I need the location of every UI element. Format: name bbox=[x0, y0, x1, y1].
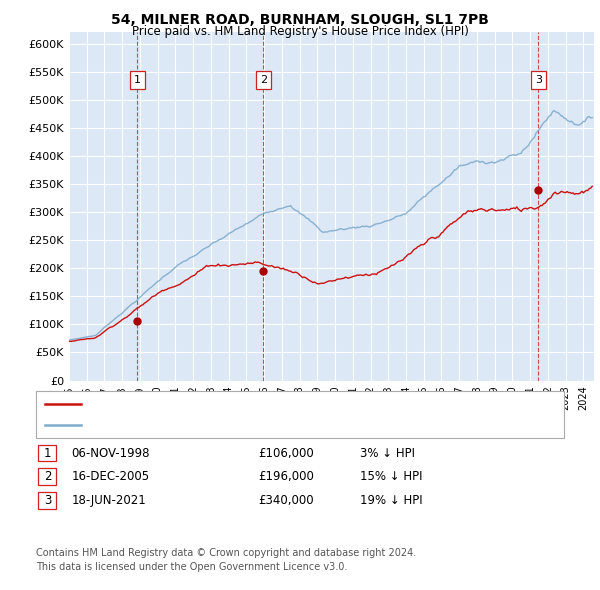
Text: 15% ↓ HPI: 15% ↓ HPI bbox=[360, 470, 422, 483]
Text: 2: 2 bbox=[260, 75, 267, 85]
Text: £196,000: £196,000 bbox=[258, 470, 314, 483]
Text: 2: 2 bbox=[44, 470, 51, 483]
Text: 1: 1 bbox=[134, 75, 141, 85]
Text: £106,000: £106,000 bbox=[258, 447, 314, 460]
Text: 06-NOV-1998: 06-NOV-1998 bbox=[71, 447, 150, 460]
Text: 16-DEC-2005: 16-DEC-2005 bbox=[71, 470, 149, 483]
Text: HPI: Average price, semi-detached house, Buckinghamshire: HPI: Average price, semi-detached house,… bbox=[88, 420, 415, 430]
Text: 1: 1 bbox=[44, 447, 51, 460]
Text: 54, MILNER ROAD, BURNHAM, SLOUGH, SL1 7PB: 54, MILNER ROAD, BURNHAM, SLOUGH, SL1 7P… bbox=[111, 13, 489, 27]
Text: This data is licensed under the Open Government Licence v3.0.: This data is licensed under the Open Gov… bbox=[36, 562, 347, 572]
Text: 3: 3 bbox=[535, 75, 542, 85]
Text: 54, MILNER ROAD, BURNHAM, SLOUGH, SL1 7PB (semi-detached house): 54, MILNER ROAD, BURNHAM, SLOUGH, SL1 7P… bbox=[88, 399, 484, 408]
Text: Price paid vs. HM Land Registry's House Price Index (HPI): Price paid vs. HM Land Registry's House … bbox=[131, 25, 469, 38]
Text: 18-JUN-2021: 18-JUN-2021 bbox=[71, 494, 146, 507]
Text: 19% ↓ HPI: 19% ↓ HPI bbox=[360, 494, 422, 507]
Text: 3% ↓ HPI: 3% ↓ HPI bbox=[360, 447, 415, 460]
Text: 3: 3 bbox=[44, 494, 51, 507]
Text: Contains HM Land Registry data © Crown copyright and database right 2024.: Contains HM Land Registry data © Crown c… bbox=[36, 548, 416, 558]
Text: £340,000: £340,000 bbox=[258, 494, 314, 507]
